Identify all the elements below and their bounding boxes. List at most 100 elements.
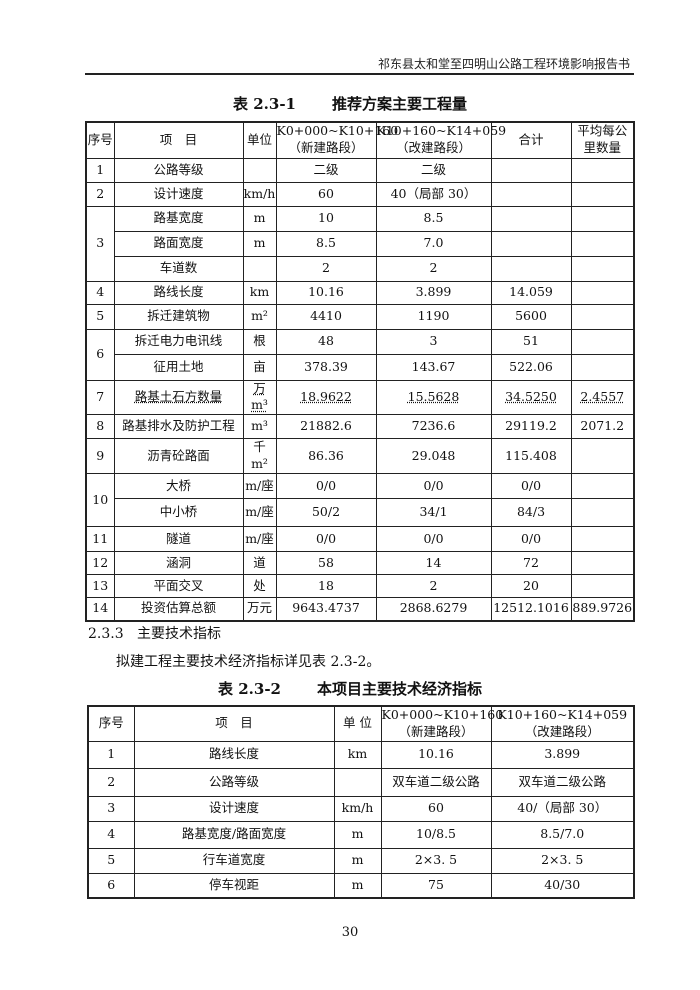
table-cell: 9643.4737 [275,597,377,621]
table-cell: 2 [375,574,492,598]
table-cell [570,498,635,527]
table-cell: 4 [87,820,135,849]
table-cell: 10.16 [380,740,492,769]
header-rule [85,73,634,75]
table-cell [490,255,572,282]
table-cell [570,551,635,575]
table-cell: 7.0 [375,230,492,257]
running-header: 祁东县太和堂至四明山公路工程环境影响报告书 [377,57,630,71]
table-cell: 40/30 [490,872,635,899]
table-row: 1 路线长度 km 10.16 3.899 [87,740,635,769]
column-header: 平均每公里数量 [570,121,635,159]
table-cell: 29.048 [375,438,492,474]
table-cell: 行车道宽度 [133,847,335,874]
table-cell: 34.5250 [490,379,572,416]
table-cell: 1 [87,740,135,769]
row-number: 4 [85,280,115,305]
table-cell: 50/2 [275,498,377,527]
table-cell: 15.5628 [375,379,492,416]
table1-caption: 表 2.3-1 推荐方案主要工程量 [0,93,700,114]
table-cell: 4410 [275,303,377,330]
table-cell: 7236.6 [375,414,492,440]
table-cell: 0/0 [275,526,377,552]
table-cell: 二级 [275,157,377,183]
table-cell: 20 [490,574,572,598]
table-cell: 378.39 [275,353,377,381]
table-cell: 设计速度 [113,181,244,207]
table-cell: 6 [87,872,135,899]
table-row: 2 设计速度 km/h 60 40（局部 30） [85,181,635,207]
table-cell: 0/0 [375,473,492,499]
table-cell: 万元 [242,597,277,621]
table-cell: 路基宽度/路面宽度 [133,820,335,849]
table-row: 5 行车道宽度 m 2×3. 5 2×3. 5 [87,847,635,874]
table-cell: 0/0 [275,473,377,499]
section-title: 主要技术指标 [136,626,221,642]
table-header-row: 序号项 目单位 K0+000~K10+160（新建路段） K10+160~K14+0… [85,121,635,159]
column-header: K0+000~K10+160（新建路段） [275,121,398,159]
table-cell: 征用土地 [113,353,244,381]
table-cell: 40（局部 30） [375,181,492,207]
table2-title: 本项目主要技术经济指标 [316,680,482,698]
table-cell: 2×3. 5 [380,847,492,874]
table-row: 征用土地亩 378.39 143.67 522.06 [86,353,635,381]
table-cell: m³ [242,414,277,440]
table-cell [570,574,635,598]
table-cell: 沥青砼路面 [113,438,244,474]
row-number: 6 [85,328,115,381]
table-cell: 投资估算总额 [113,597,244,621]
table-cell: 72 [490,551,572,575]
row-number: 7 [85,379,115,416]
table-row: 14 投资估算总额 万元 9643.4737 2868.6279 12512.1016 88… [85,597,635,621]
table-cell: 平面交叉 [113,574,244,598]
table-cell [570,255,635,282]
table-cell [570,438,635,474]
table-row: 5 拆迁建筑物 m² 4410 1190 5600 [85,303,635,330]
table-cell: 处 [242,574,277,598]
row-number: 9 [85,438,115,474]
table-cell: km/h [242,181,277,207]
table-cell: 大桥 [113,473,244,499]
table-cell [242,255,277,282]
table-cell [490,157,572,183]
row-number: 12 [85,551,115,575]
table-cell: 2×3. 5 [490,847,635,874]
table-cell: 10.16 [275,280,377,305]
table1-title: 推荐方案主要工程量 [331,95,467,113]
section-number: 2.3.3 [88,626,124,642]
table-cell: m² [242,303,277,330]
table-cell: 889.9726 [570,597,635,621]
column-header: K0+000~K10+160（新建路段） [380,705,503,742]
table-cell [570,526,635,552]
table-row: 11 隧道 m/座 0/0 0/0 0/0 [85,526,635,552]
page-number: 30 [341,925,359,940]
table-cell: 84/3 [490,498,572,527]
table-cell: 21882.6 [275,414,377,440]
table-cell: 停车视距 [133,872,335,899]
table-cell: km [242,280,277,305]
column-header: 项 目 [113,121,244,159]
table-cell: 3 [375,328,492,355]
table-cell: 60 [275,181,377,207]
table-cell: 路线长度 [113,280,244,305]
table-cell: 29119.2 [490,414,572,440]
table2-caption: 表 2.3-2 本项目主要技术经济指标 [0,678,700,699]
table-cell [570,303,635,330]
table-row: 13 平面交叉处 18 2 20 [85,574,635,598]
table-cell: 143.67 [375,353,492,381]
table-cell: 2 [375,255,492,282]
table-cell: m [333,820,382,849]
table-cell: 路基宽度 [113,205,244,232]
table-cell: 双车道二级公路 [490,767,635,797]
table-cell: m [242,230,277,257]
table-cell: 公路等级 [133,767,335,797]
table-cell: 车道数 [113,255,244,282]
column-header: 单位 [242,121,277,159]
table-cell: 5 [87,847,135,874]
table-row: 8 路基排水及防护工程 m³ 21882.6 7236.6 29119.2 2071.2 [85,414,635,440]
table-header-row: 序号项 目单 位 K0+000~K10+160（新建路段） K10+160~K14+… [87,705,635,742]
table-cell: 0/0 [375,526,492,552]
table-cell: 隧道 [113,526,244,552]
table-cell: 2 [275,255,377,282]
table-technical-indicators: 序号项 目单 位 K0+000~K10+160（新建路段） K10+160~K14+… [87,705,635,900]
